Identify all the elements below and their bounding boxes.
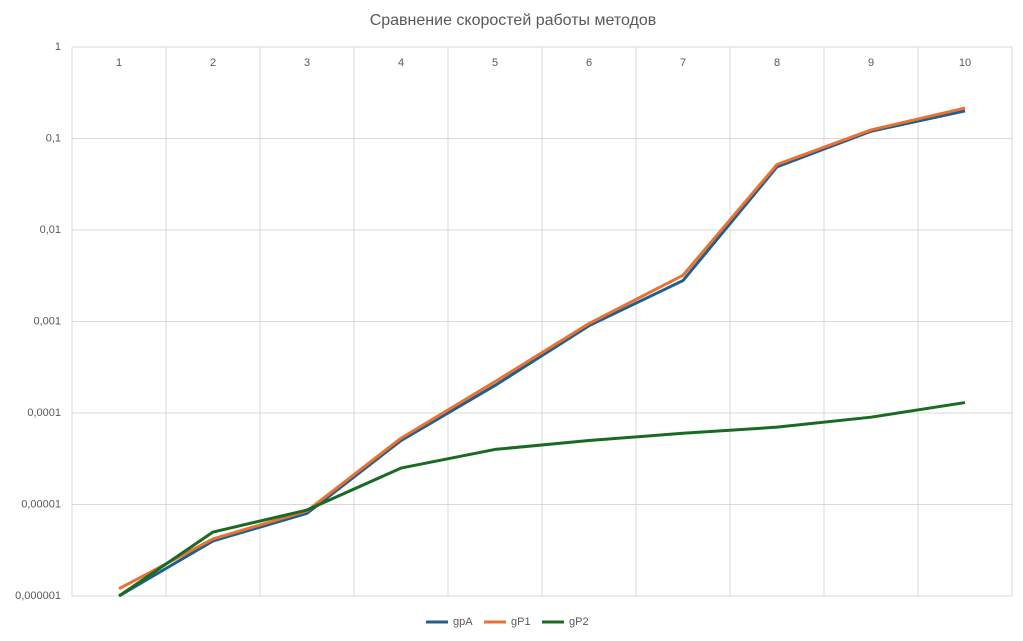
legend-label: gP2 <box>569 616 589 628</box>
legend-label: gP1 <box>511 616 531 628</box>
x-tick-label: 3 <box>304 57 310 69</box>
series-line <box>118 401 966 598</box>
legend-label: gpA <box>453 616 473 628</box>
y-tick-label: 0,1 <box>46 132 61 144</box>
y-tick-label: 0,00001 <box>21 498 61 510</box>
x-tick-label: 1 <box>116 57 122 69</box>
y-tick-label: 0,001 <box>33 315 61 327</box>
x-tick-label: 4 <box>398 57 404 69</box>
x-tick-label: 5 <box>492 57 498 69</box>
x-tick-label: 9 <box>868 57 874 69</box>
x-tick-label: 10 <box>959 57 971 69</box>
y-tick-label: 0,000001 <box>15 590 61 602</box>
series-line <box>118 106 966 591</box>
y-tick-label: 0,01 <box>40 224 61 236</box>
x-tick-label: 6 <box>586 57 592 69</box>
series-line <box>118 109 966 598</box>
y-tick-label: 1 <box>55 41 61 53</box>
chart-title: Сравнение скоростей работы методов <box>370 12 657 29</box>
x-tick-label: 2 <box>210 57 216 69</box>
y-tick-label: 0,0001 <box>27 407 61 419</box>
x-tick-label: 8 <box>774 57 780 69</box>
x-tick-label: 7 <box>680 57 686 69</box>
